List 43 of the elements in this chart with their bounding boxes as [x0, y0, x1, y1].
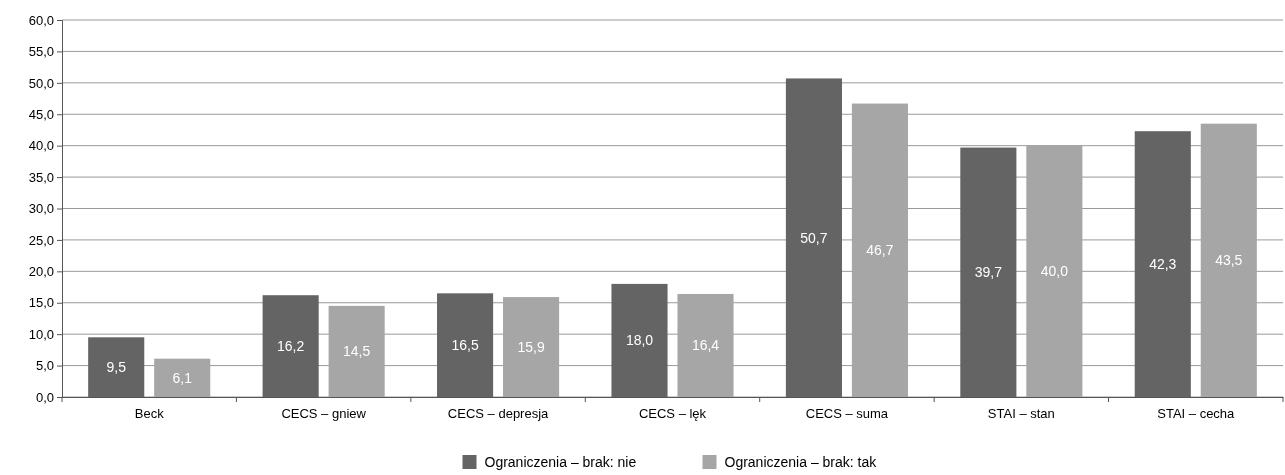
y-tick-label: 50,0: [28, 75, 54, 91]
y-tick-label: 30,0: [28, 201, 54, 217]
y-tick-label: 60,0: [28, 12, 54, 28]
bar: [785, 78, 842, 397]
bar: [1134, 131, 1191, 397]
x-tick-label: CECS – depresja: [447, 406, 550, 422]
data-label: 16,5: [451, 337, 479, 354]
data-label: 39,7: [974, 264, 1003, 281]
x-tick-label: CECS – gniew: [281, 406, 367, 422]
y-tick-label: 35,0: [28, 169, 54, 185]
y-tick-label: 10,0: [28, 326, 54, 342]
data-label: 6,1: [172, 369, 193, 386]
bar: [611, 283, 668, 397]
y-tick-label: 55,0: [28, 44, 54, 60]
x-tick-label: STAI – cecha: [1157, 406, 1236, 422]
y-tick-label: 15,0: [28, 295, 54, 311]
y-tick-label: 25,0: [28, 232, 54, 248]
bar: [437, 293, 494, 397]
x-tick-label: STAI – stan: [987, 406, 1055, 422]
data-label: 40,0: [1040, 263, 1069, 280]
y-tick-label: 0,0: [35, 389, 54, 405]
x-tick-label: CECS – lęk: [638, 406, 707, 422]
data-label: 18,0: [625, 332, 654, 349]
x-tick-label: Beck: [134, 406, 165, 422]
bar: [960, 147, 1017, 397]
y-tick-label: 40,0: [28, 138, 54, 154]
data-label: 14,5: [343, 343, 371, 360]
data-label: 42,3: [1149, 256, 1177, 273]
y-tick-label: 20,0: [28, 263, 54, 279]
x-tick-label: CECS – suma: [805, 406, 889, 422]
data-label: 46,7: [866, 242, 894, 259]
data-label: 15,9: [517, 339, 545, 356]
data-label: 16,4: [691, 337, 720, 354]
legend-label: Ograniczenia – brak: nie: [484, 454, 637, 470]
legend-label: Ograniczenia – brak: tak: [724, 454, 878, 470]
y-tick-label: 5,0: [35, 358, 54, 374]
y-tick-label: 45,0: [28, 106, 54, 122]
bar: [262, 295, 319, 397]
data-label: 43,5: [1215, 252, 1243, 269]
data-label: 16,2: [277, 338, 305, 355]
data-label: 50,7: [800, 229, 828, 246]
data-label: 9,5: [106, 359, 127, 376]
bar: [88, 337, 145, 397]
